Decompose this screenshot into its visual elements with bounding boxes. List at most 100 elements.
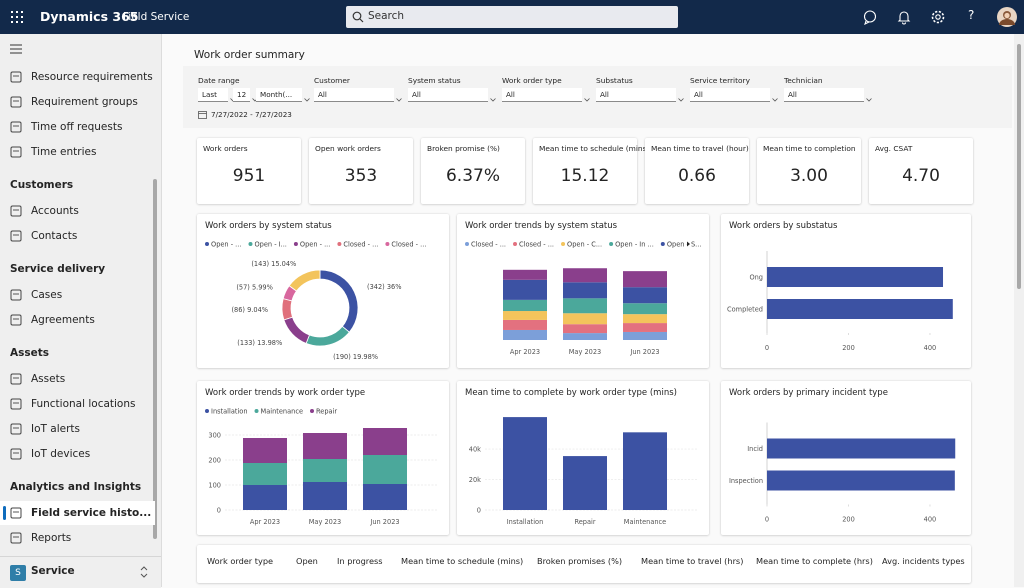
nav-icon-shape [10,146,22,158]
x-tick-label: Jun 2023 [629,348,659,356]
nav-icon-shape [10,373,22,385]
data-label: (190) 19.98% [333,353,378,361]
x-tick-label: Apr 2023 [250,518,280,526]
chart-title: Work orders by primary incident type [729,388,888,398]
legend-swatch [205,409,209,413]
nav-item[interactable]: Accounts [0,199,155,223]
dropdown-chevron [866,98,872,102]
nav-label: IoT alerts [31,423,80,435]
app-name: Dynamics 365 [40,9,139,24]
x-tick-label: 0 [765,344,769,352]
filter-field[interactable]: All [690,88,770,102]
legend-swatch [293,242,298,246]
nav-item[interactable]: IoT alerts [0,417,155,441]
filter-field[interactable]: Last [198,88,228,102]
nav-item[interactable]: Functional locations [0,392,155,416]
nav-icon-shape [10,96,22,108]
bar-segment [363,428,407,455]
kpi-value: 353 [344,166,378,186]
legend-swatch [248,242,253,246]
kpi-card: Avg. CSAT 4.70 [869,138,973,204]
filter-field[interactable]: All [408,88,488,102]
chart-card: 0 200 400 Incid Inspection Work orders by pri… [721,381,971,535]
filter-field[interactable]: All [596,88,676,102]
filter-field[interactable]: All [314,88,394,102]
nav-item[interactable]: Reports [0,526,155,550]
page-scrollbar [1014,34,1024,587]
nav-item[interactable]: Resource requirements [0,65,155,89]
nav-icon [10,71,22,83]
bar-segment [623,303,667,315]
x-tick-label: Installation [507,518,544,526]
kpi-label: Avg. CSAT [875,144,913,153]
y-tick-label: 20k [469,476,481,484]
donut-slice [283,316,310,344]
kpi-value: 6.37% [445,166,500,186]
chat-icon[interactable] [862,9,878,25]
search-icon [352,11,364,23]
nav-item[interactable]: Agreements [0,308,155,332]
nav-icon [10,121,22,133]
menu-icon[interactable] [10,44,22,54]
calendar-icon [198,111,207,119]
x-tick-label: 400 [924,516,937,524]
bar [767,299,953,319]
chart-card: Closed - ... Closed - ... Open - C... Open … [457,214,709,368]
nav-icon [10,507,22,519]
nav-item[interactable]: Cases [0,283,155,307]
filter-label: Technician [784,76,823,85]
x-tick-label: 400 [924,344,937,352]
filter-field[interactable]: Month(... [256,88,302,102]
search-box[interactable]: Search [346,6,678,28]
y-tick-label: 0 [477,507,481,515]
nav-item[interactable]: Field service histo... [0,501,155,525]
data-label: (143) 15.04% [251,260,296,268]
bar-segment [243,463,287,485]
y-tick-label: 200 [208,457,221,465]
sidebar: S Service Resource requirements Requireme… [0,34,162,588]
nav-item[interactable]: Time off requests [0,115,155,139]
top-bar: Dynamics 365 Field Service Search ? [0,0,1024,34]
notifications-icon[interactable] [896,9,912,25]
settings-icon[interactable] [930,9,946,25]
nav-icon [10,423,22,435]
filter-field[interactable]: All [784,88,864,102]
filter-bar: 7/27/2022 - 7/27/2023 Date range Last 12 Mo… [183,66,1012,128]
filter-field[interactable]: All [502,88,582,102]
column-header: Mean time to travel (hrs) [641,556,744,566]
nav-item[interactable]: Assets [0,367,155,391]
area-switcher-name: Service [31,565,75,577]
nav-icon-shape [10,314,22,326]
area-switcher[interactable]: S Service [0,556,161,588]
kpi-label: Mean time to completion [763,144,856,153]
sidebar-scrollbar [153,179,157,539]
chart: 0 200 400 Ong Completed [727,251,953,352]
nav-item[interactable]: Contacts [0,224,155,248]
nav-item[interactable]: Requirement groups [0,90,155,114]
nav-icon-shape [10,448,22,460]
nav-item[interactable]: IoT devices [0,442,155,466]
filter-field[interactable]: 12 [233,88,250,102]
nav-item[interactable]: Time entries [0,140,155,164]
nav-icon-shape [10,289,22,301]
nav-group-title: Customers [10,179,74,191]
data-label: (342) 36% [367,283,401,291]
x-tick-label: 200 [842,516,855,524]
legend-swatch [609,242,614,246]
help-icon[interactable]: ? [968,8,975,22]
user-avatar[interactable] [996,6,1018,28]
nav-group-title: Service delivery [10,263,106,275]
data-label: (57) 5.99% [236,283,273,291]
bar-segment [563,324,607,334]
bar-segment [503,299,547,312]
legend-swatch [465,242,469,246]
bar [767,470,955,491]
x-tick-label: Apr 2023 [510,348,540,356]
x-tick-label: Maintenance [624,518,666,526]
chart: 0 200 400 Incid Inspection [729,422,956,524]
kpi-card: Work orders 951 [197,138,301,204]
app-launcher[interactable] [11,11,23,23]
nav-label: IoT devices [31,448,91,460]
bar-segment [363,455,407,484]
bar-segment [303,459,347,482]
